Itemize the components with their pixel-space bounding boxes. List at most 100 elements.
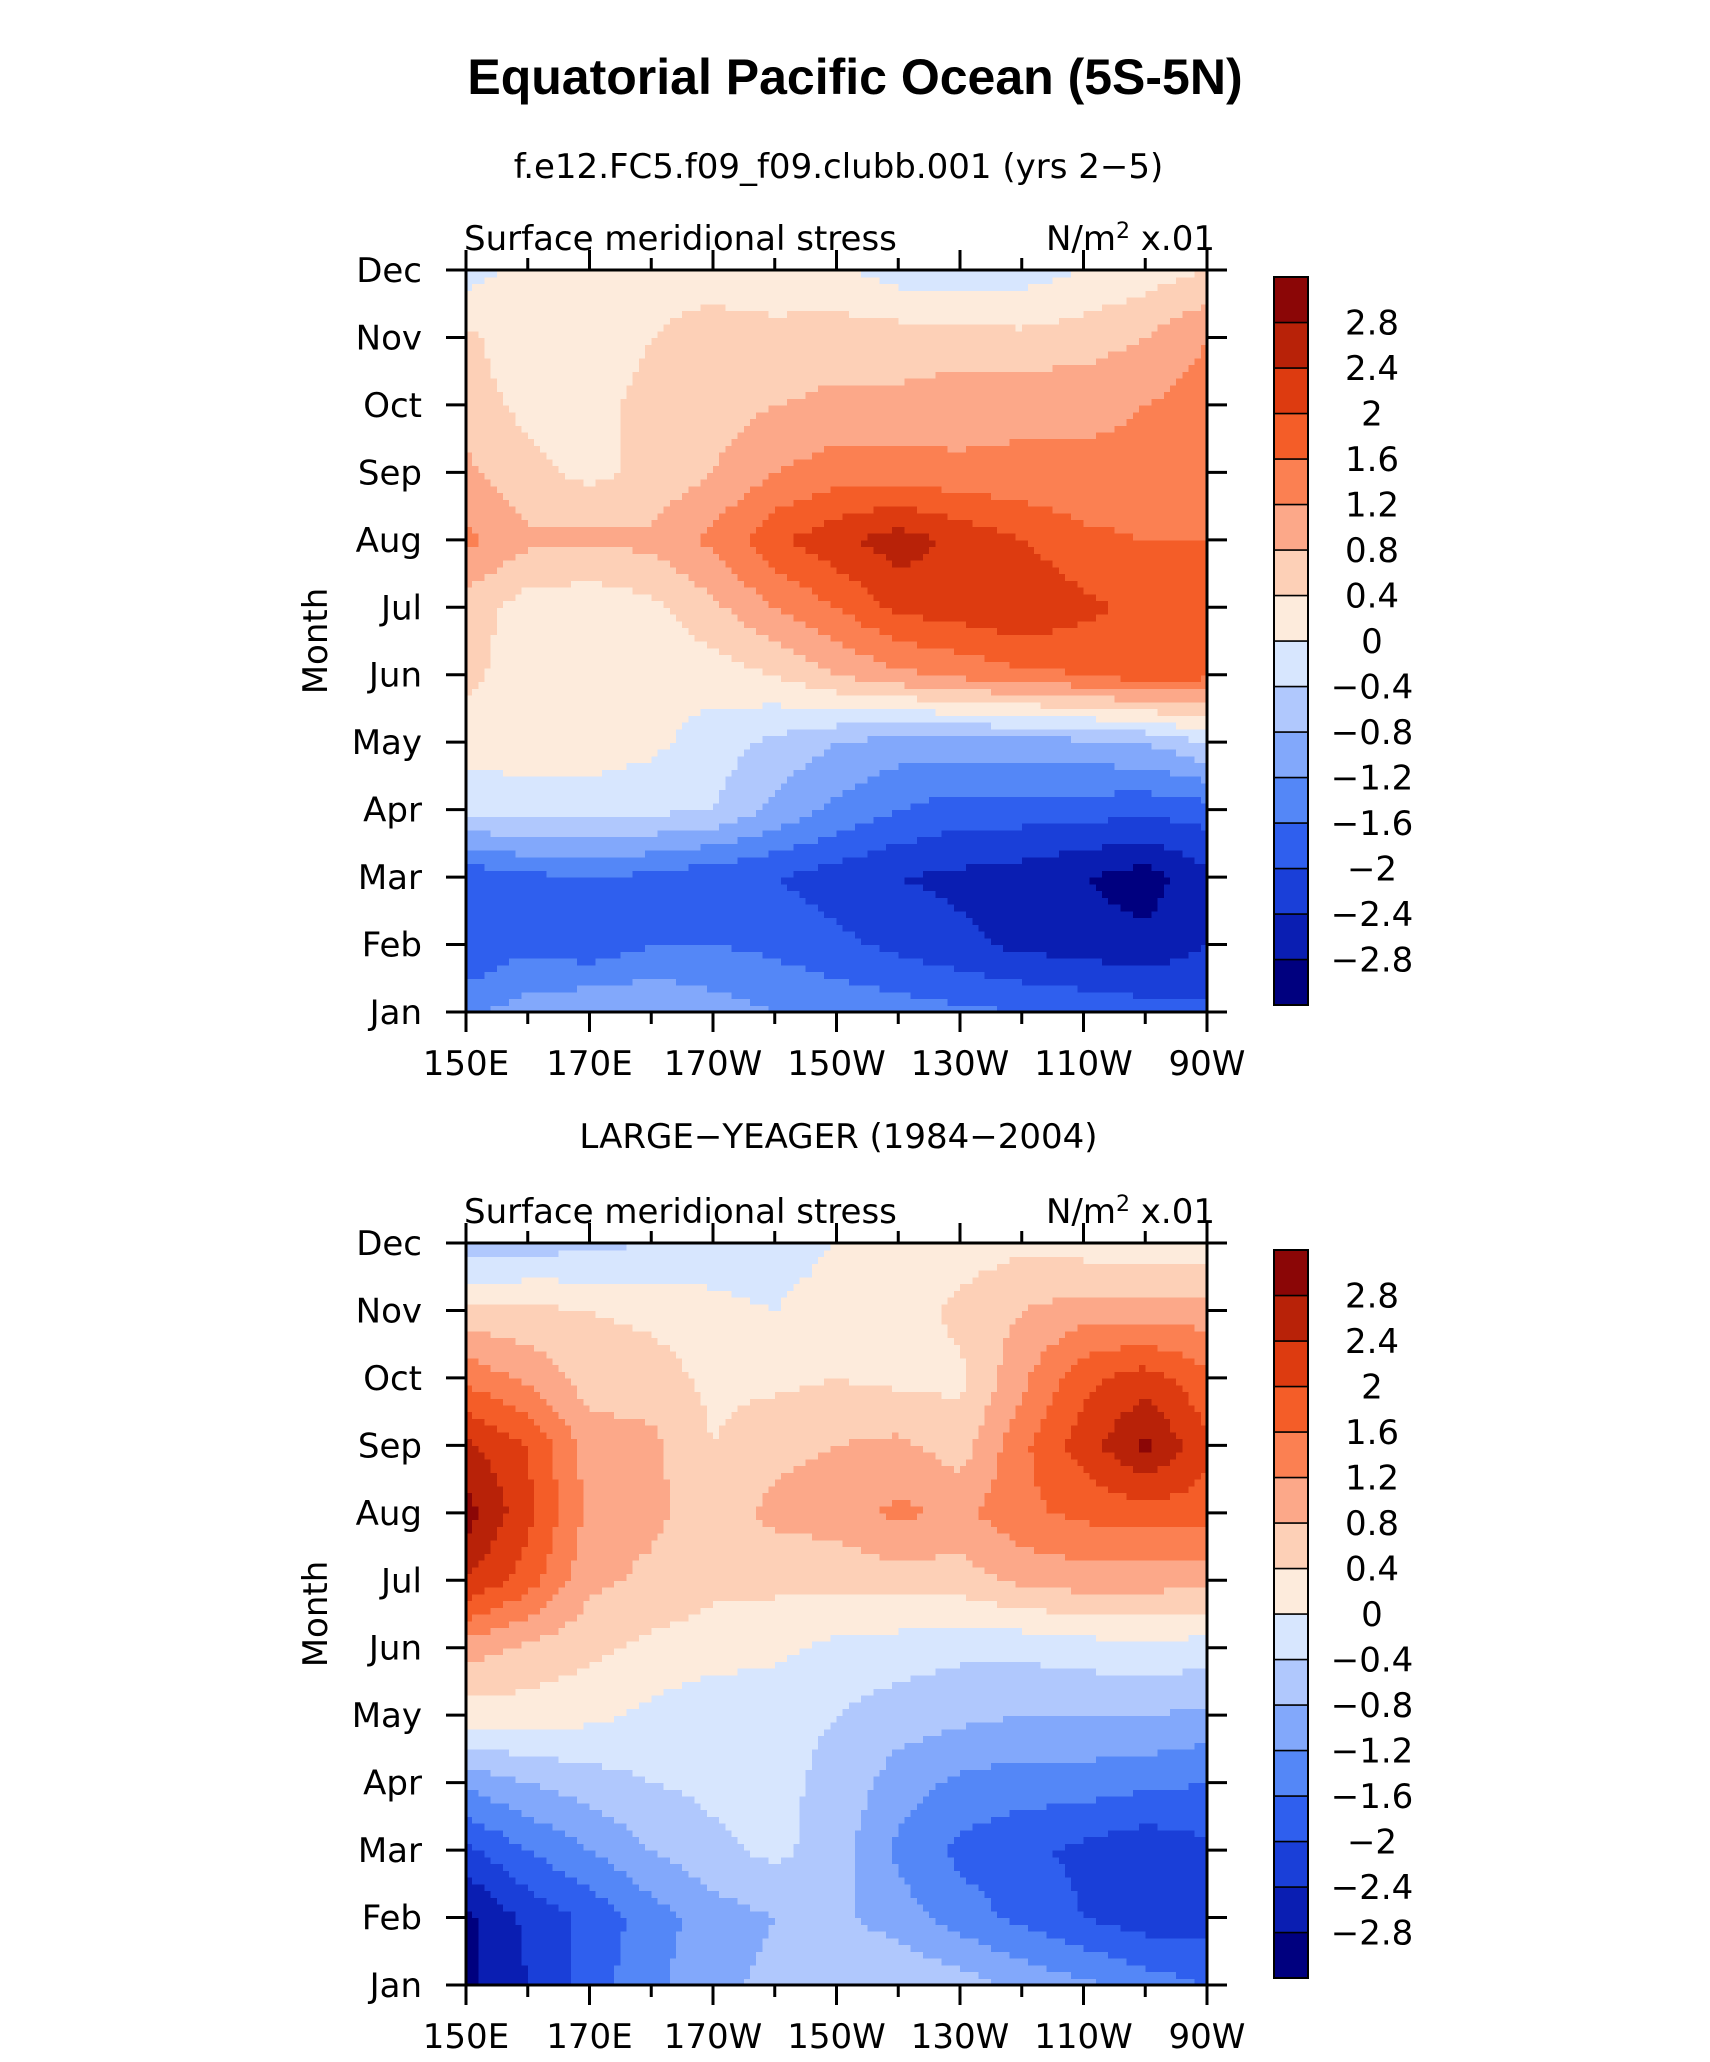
heatmap-cell — [1194, 944, 1202, 952]
heatmap-cell — [1157, 877, 1165, 885]
heatmap-cell — [867, 782, 875, 790]
heatmap-cell — [1009, 991, 1017, 1000]
heatmap-cell — [1040, 964, 1048, 973]
heatmap-cell — [694, 775, 702, 784]
heatmap-cell — [577, 755, 584, 764]
heatmap-cell — [1126, 951, 1134, 959]
heatmap-cell — [762, 816, 770, 824]
heatmap-cell — [811, 728, 819, 737]
heatmap-cell — [855, 937, 862, 946]
heatmap-cell — [990, 850, 998, 858]
heatmap-cell — [515, 728, 523, 737]
heatmap-cell — [922, 958, 930, 966]
heatmap-cell — [867, 917, 875, 925]
heatmap-cell — [725, 823, 733, 831]
heatmap-cell — [620, 937, 628, 946]
heatmap-cell — [750, 917, 757, 925]
heatmap-cell — [768, 890, 776, 898]
heatmap-cell — [694, 971, 702, 979]
heatmap-cell — [990, 762, 998, 770]
heatmap-cell — [1040, 971, 1048, 979]
heatmap-cell — [787, 904, 794, 912]
heatmap-cell — [1151, 836, 1159, 844]
heatmap-cell — [577, 897, 584, 905]
heatmap-cell — [947, 870, 955, 878]
heatmap-cell — [490, 937, 498, 946]
heatmap-cell — [1102, 870, 1109, 878]
heatmap-cell — [824, 958, 831, 966]
heatmap-cell — [1071, 775, 1078, 784]
heatmap-cell — [768, 856, 776, 865]
heatmap-cell — [817, 890, 825, 898]
heatmap-cell — [1058, 944, 1066, 952]
heatmap-cell — [632, 890, 640, 898]
heatmap-cell — [583, 809, 591, 817]
heatmap-cell — [1095, 917, 1103, 925]
heatmap-cell — [1145, 897, 1153, 905]
heatmap-cell — [595, 829, 603, 838]
heatmap-cell — [725, 951, 733, 959]
heatmap-cell — [1126, 863, 1134, 871]
heatmap-cell — [1083, 998, 1091, 1006]
heatmap-cell — [1083, 1005, 1091, 1013]
heatmap-cell — [1046, 890, 1054, 898]
heatmap-cell — [1157, 991, 1165, 1000]
heatmap-cell — [1169, 991, 1177, 1000]
heatmap-cell — [675, 937, 683, 946]
heatmap-cell — [614, 978, 621, 986]
heatmap-cell — [570, 958, 578, 966]
heatmap-cell — [688, 863, 696, 871]
heatmap-cell — [1182, 931, 1190, 939]
heatmap-cell — [1163, 998, 1171, 1006]
heatmap-cell — [990, 1005, 998, 1013]
heatmap-cell — [1015, 843, 1023, 851]
heatmap-cell — [1046, 836, 1054, 844]
heatmap-cell — [1163, 937, 1171, 946]
heatmap-cell — [1200, 944, 1208, 952]
heatmap-cell — [713, 802, 720, 811]
heatmap-cell — [910, 735, 918, 743]
heatmap-cell — [484, 985, 492, 993]
heatmap-cell — [898, 931, 906, 939]
heatmap-cell — [1145, 769, 1153, 777]
heatmap-cell — [750, 964, 757, 973]
heatmap-cell — [663, 978, 671, 986]
heatmap-cell — [953, 985, 961, 993]
heatmap-cell — [885, 863, 893, 871]
heatmap-cell — [836, 1005, 844, 1013]
heatmap-cell — [1114, 843, 1122, 851]
heatmap-cell — [774, 897, 782, 905]
heatmap-cell — [663, 910, 671, 919]
heatmap-cell — [509, 735, 516, 743]
heatmap-cell — [836, 998, 844, 1006]
heatmap-cell — [929, 782, 936, 790]
heatmap-cell — [1052, 809, 1060, 817]
heatmap-cell — [1034, 904, 1041, 912]
heatmap-cell — [1188, 883, 1196, 892]
heatmap-cell — [1157, 802, 1165, 811]
heatmap-cell — [904, 931, 912, 939]
heatmap-cell — [731, 890, 739, 898]
heatmap-cell — [589, 863, 597, 871]
heatmap-cell — [997, 985, 1004, 993]
heatmap-cell — [935, 775, 943, 784]
heatmap-cell — [805, 802, 813, 811]
heatmap-field — [466, 270, 1208, 1013]
heatmap-cell — [780, 1005, 788, 1013]
heatmap-cell — [713, 924, 720, 932]
heatmap-cell — [669, 1005, 677, 1013]
heatmap-cell — [472, 769, 479, 777]
heatmap-cell — [583, 742, 591, 750]
heatmap-cell — [1083, 769, 1091, 777]
heatmap-cell — [953, 931, 961, 939]
heatmap-cell — [861, 944, 868, 952]
heatmap-cell — [885, 802, 893, 811]
heatmap-cell — [706, 863, 714, 871]
heatmap-cell — [1071, 897, 1078, 905]
heatmap-cell — [540, 856, 547, 865]
heatmap-cell — [904, 836, 912, 844]
heatmap-cell — [1120, 863, 1128, 871]
heatmap-cell — [892, 890, 899, 898]
heatmap-cell — [787, 991, 794, 1000]
heatmap-cell — [756, 917, 763, 925]
